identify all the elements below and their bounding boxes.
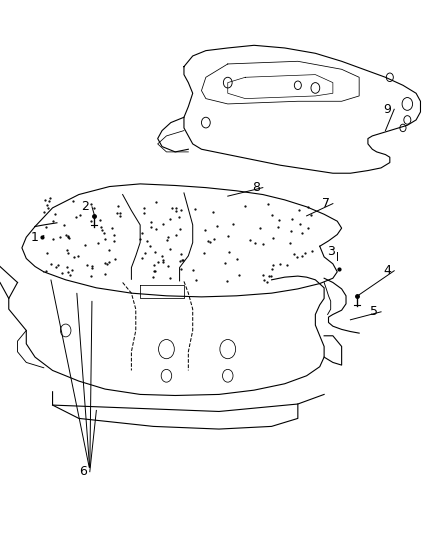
Polygon shape bbox=[201, 61, 359, 104]
Text: 1: 1 bbox=[31, 231, 39, 244]
Text: 5: 5 bbox=[371, 305, 378, 318]
Text: 7: 7 bbox=[322, 197, 330, 210]
Text: 4: 4 bbox=[384, 264, 392, 277]
Text: 3: 3 bbox=[327, 245, 335, 258]
Text: 9: 9 bbox=[384, 103, 392, 116]
Text: 2: 2 bbox=[81, 200, 89, 213]
Text: 8: 8 bbox=[252, 181, 260, 194]
Text: 6: 6 bbox=[79, 465, 87, 478]
Polygon shape bbox=[184, 45, 420, 173]
